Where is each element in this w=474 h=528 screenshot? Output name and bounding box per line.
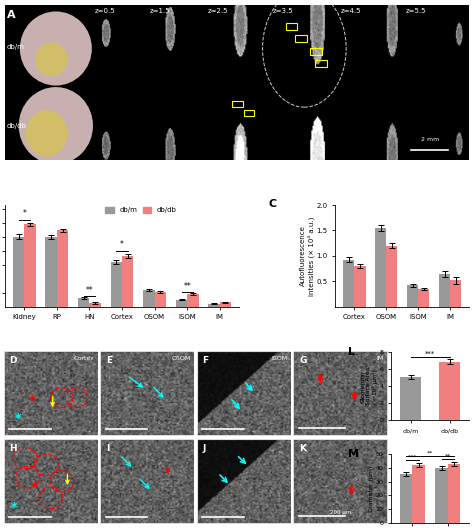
Text: K: K [299, 444, 306, 453]
Text: I: I [106, 444, 109, 453]
Bar [439, 274, 450, 307]
Bar [122, 256, 134, 307]
Ellipse shape [35, 42, 67, 76]
Text: **: ** [445, 453, 451, 458]
Bar [57, 230, 68, 307]
Bar [439, 362, 460, 420]
Ellipse shape [26, 110, 67, 156]
Bar [418, 289, 429, 307]
Text: *: * [11, 501, 17, 514]
Text: **: ** [86, 286, 93, 295]
Text: C: C [268, 199, 276, 209]
Bar [412, 465, 425, 523]
Text: M: M [348, 449, 359, 459]
Legend: db/m, db/db: db/m, db/db [102, 204, 179, 216]
Text: E: E [106, 356, 112, 365]
Text: OSOM: OSOM [172, 356, 191, 361]
Text: Cortex: Cortex [73, 356, 94, 361]
Bar [386, 246, 397, 307]
Bar [24, 224, 36, 307]
Text: *: * [14, 412, 21, 425]
Bar [400, 377, 421, 420]
Text: z=3.5: z=3.5 [273, 8, 294, 14]
Text: H: H [9, 444, 17, 453]
Y-axis label: Diameter (μm): Diameter (μm) [369, 465, 374, 512]
Bar [155, 292, 166, 307]
Text: *: * [29, 394, 36, 407]
Y-axis label: Glomerular
Surface Area
(× 10³ μm²): Glomerular Surface Area (× 10³ μm²) [360, 367, 378, 406]
Bar [450, 280, 461, 307]
Text: L: L [348, 347, 355, 357]
Bar [448, 464, 460, 523]
Text: z=5.5: z=5.5 [406, 8, 426, 14]
Text: F: F [202, 356, 209, 365]
Bar [46, 237, 57, 307]
Text: *: * [31, 482, 37, 494]
Text: 200 μm: 200 μm [330, 511, 351, 515]
Text: z=1.5: z=1.5 [150, 8, 171, 14]
Bar [209, 304, 220, 307]
Text: IM: IM [376, 356, 384, 361]
Bar [400, 474, 412, 523]
Bar [13, 237, 24, 307]
Bar [436, 468, 448, 523]
Text: **: ** [427, 450, 433, 456]
Text: 2 mm: 2 mm [420, 137, 439, 142]
Text: z=2.5: z=2.5 [208, 8, 228, 14]
Text: J: J [202, 444, 206, 453]
Text: *: * [22, 210, 26, 219]
Text: db/m: db/m [7, 44, 25, 50]
Text: ***: *** [425, 351, 435, 356]
Text: ***: *** [408, 455, 417, 459]
Bar [375, 228, 386, 307]
Bar [143, 290, 155, 307]
Text: A: A [7, 10, 16, 20]
Text: z=0.5: z=0.5 [94, 8, 115, 14]
Bar [176, 300, 187, 307]
Bar [220, 303, 231, 307]
Bar [90, 303, 101, 307]
Ellipse shape [20, 12, 92, 86]
Bar [187, 295, 199, 307]
Text: **: ** [183, 281, 191, 290]
Bar [343, 260, 355, 307]
Text: G: G [299, 356, 306, 365]
Bar [355, 266, 365, 307]
Text: *: * [120, 240, 124, 249]
Ellipse shape [18, 87, 93, 164]
Text: ISOM: ISOM [271, 356, 287, 361]
Text: db/db: db/db [7, 122, 27, 129]
Text: D: D [9, 356, 17, 365]
Bar [78, 298, 90, 307]
Y-axis label: Autofluorescence
intensities (× 10⁴ a.u.): Autofluorescence intensities (× 10⁴ a.u.… [300, 216, 315, 296]
Bar [110, 262, 122, 307]
Bar [407, 285, 418, 307]
Text: z=4.5: z=4.5 [340, 8, 361, 14]
